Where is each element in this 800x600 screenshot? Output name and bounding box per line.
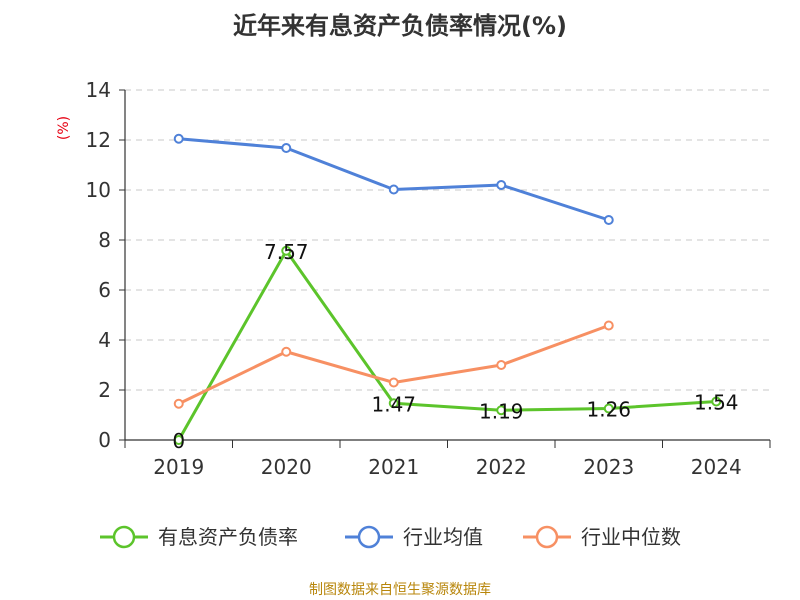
legend-marker: [535, 525, 559, 549]
axes: 0 2 4 6 8 10 12 14 2019 2020 2021 2022 2023 2024: [86, 78, 771, 479]
data-label: 7.57: [264, 240, 309, 264]
data-point: [388, 398, 399, 409]
x-tick-label: 2021: [368, 455, 419, 479]
y-tick-label: 2: [98, 378, 111, 402]
data-point: [173, 398, 184, 409]
legend-marker: [357, 525, 381, 549]
x-tick-label: 2019: [153, 455, 204, 479]
legend-label: 有息资产负债率: [158, 525, 298, 549]
data-labels: 0 7.57 1.47 1.19 1.26 1.54: [172, 240, 738, 453]
data-point: [281, 346, 292, 357]
legend-item[interactable]: 行业中位数: [523, 525, 681, 549]
y-tick-label: 4: [98, 328, 111, 352]
data-point: [173, 133, 184, 144]
gridlines: [125, 89, 770, 391]
data-point: [603, 403, 614, 414]
legend-item[interactable]: 行业均值: [345, 525, 483, 549]
data-label: 1.47: [371, 392, 416, 416]
legend-item[interactable]: 有息资产负债率: [100, 525, 298, 549]
y-tick-label: 8: [98, 228, 111, 252]
data-point: [281, 245, 292, 256]
series-lines: [173, 133, 722, 445]
data-point: [388, 377, 399, 388]
legend-label: 行业中位数: [581, 525, 681, 549]
data-label: 1.26: [586, 398, 631, 422]
data-point: [281, 143, 292, 153]
legend[interactable]: 有息资产负债率 行业均值 行业中位数: [100, 525, 681, 549]
data-point: [603, 320, 614, 331]
data-point: [496, 405, 507, 416]
x-tick-label: 2020: [261, 455, 312, 479]
data-point: [603, 215, 614, 225]
x-tick-label: 2022: [476, 455, 527, 479]
series-line: [178, 137, 610, 222]
y-axis-label: (%): [56, 116, 72, 140]
source-note: 制图数据来自恒生聚源数据库: [309, 582, 491, 598]
data-label: 1.19: [479, 399, 524, 423]
y-tick-label: 0: [98, 428, 111, 452]
data-point: [173, 435, 184, 445]
legend-label: 行业均值: [403, 525, 483, 549]
data-label: 1.54: [694, 391, 739, 415]
legend-marker: [112, 525, 136, 549]
data-point: [496, 180, 507, 190]
y-tick-label: 10: [86, 178, 111, 202]
y-tick-label: 14: [86, 78, 111, 102]
data-point: [388, 184, 399, 195]
data-point: [711, 396, 722, 407]
chart-title: 近年来有息资产负债率情况(%): [233, 12, 567, 40]
data-point: [496, 360, 507, 370]
x-tick-label: 2023: [583, 455, 634, 479]
x-tick-label: 2024: [691, 455, 742, 479]
y-tick-label: 12: [86, 128, 111, 152]
data-label: 0: [172, 429, 185, 453]
y-tick-label: 6: [98, 278, 111, 302]
series-line: [177, 249, 717, 441]
